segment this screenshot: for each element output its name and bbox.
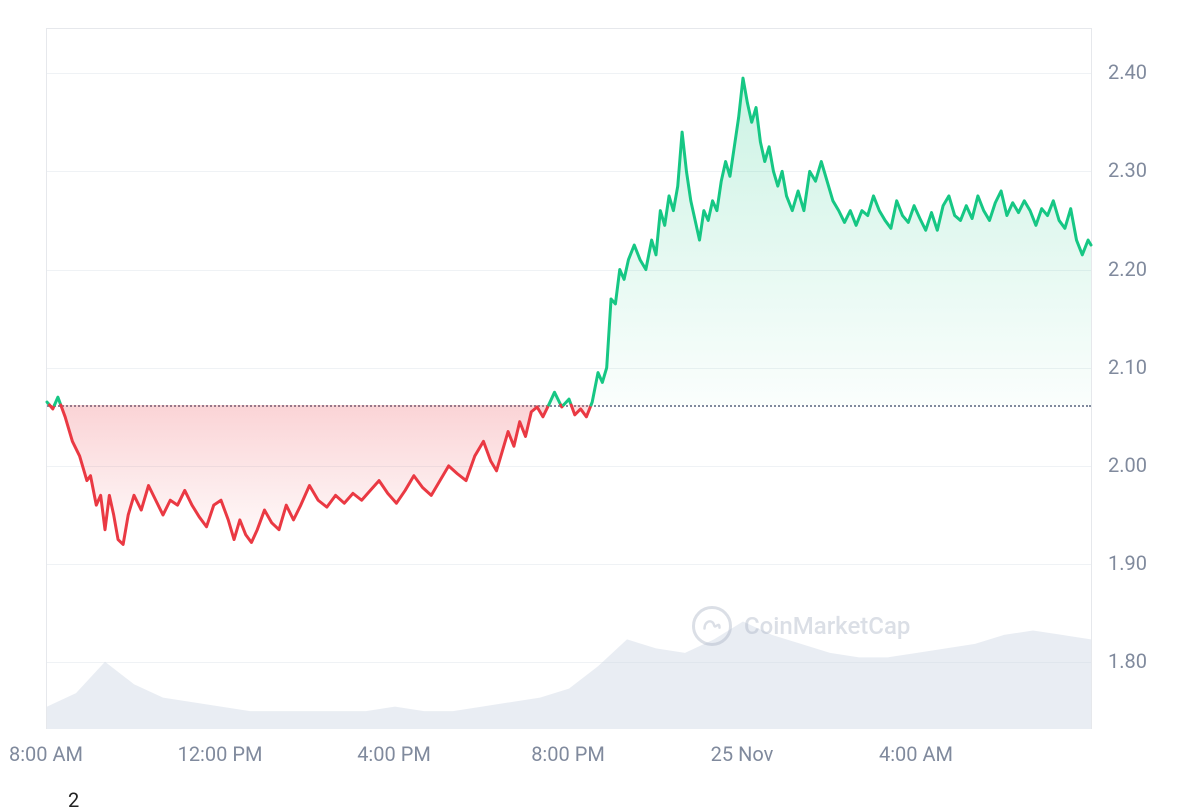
volume-area xyxy=(47,621,1091,729)
x-axis-label: 4:00 AM xyxy=(879,742,953,766)
watermark: CoinMarketCap xyxy=(692,606,910,646)
y-axis-label: 2.30 xyxy=(1108,158,1188,182)
y-axis-label: 2.10 xyxy=(1108,355,1188,379)
y-axis-label: 1.90 xyxy=(1108,551,1188,575)
x-axis-label: 25 Nov xyxy=(711,742,774,766)
y-axis-label: 2.00 xyxy=(1108,453,1188,477)
x-axis-label: 12:00 PM xyxy=(178,742,263,766)
price-area-down xyxy=(61,405,549,544)
x-axis-label: 4:00 PM xyxy=(357,742,431,766)
chart-plot-area[interactable]: CoinMarketCap xyxy=(46,28,1092,729)
page-number: 2 xyxy=(68,788,79,812)
price-chart: CoinMarketCap 1.801.902.002.102.202.302.… xyxy=(46,28,1152,758)
chart-svg xyxy=(47,29,1091,729)
watermark-text: CoinMarketCap xyxy=(744,612,910,640)
x-axis-label: 8:00 PM xyxy=(531,742,605,766)
coinmarketcap-logo-icon xyxy=(692,606,732,646)
y-axis-label: 2.40 xyxy=(1108,60,1188,84)
y-axis-label: 2.20 xyxy=(1108,257,1188,281)
y-axis-label: 1.80 xyxy=(1108,649,1188,673)
price-area-up xyxy=(591,78,1091,405)
x-axis-label: 8:00 AM xyxy=(9,742,83,766)
